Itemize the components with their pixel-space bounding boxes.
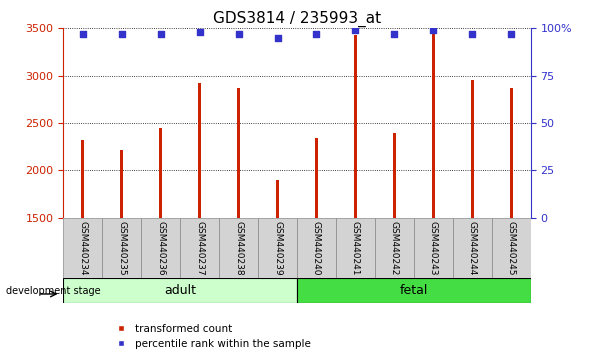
Legend: transformed count, percentile rank within the sample: transformed count, percentile rank withi… — [111, 324, 311, 349]
Point — [467, 31, 477, 37]
Bar — [198, 83, 201, 218]
Text: GSM440242: GSM440242 — [390, 221, 399, 275]
Bar — [471, 80, 474, 218]
Bar — [297, 278, 531, 303]
Text: adult: adult — [164, 284, 196, 297]
Text: GSM440234: GSM440234 — [78, 221, 87, 275]
Bar — [81, 140, 84, 218]
Title: GDS3814 / 235993_at: GDS3814 / 235993_at — [213, 11, 381, 27]
Bar — [315, 138, 318, 218]
Bar — [219, 218, 258, 278]
Bar — [297, 218, 336, 278]
Point — [117, 31, 127, 37]
Point — [507, 31, 516, 37]
Point — [312, 31, 321, 37]
Bar — [375, 218, 414, 278]
Bar — [354, 35, 357, 218]
Point — [156, 31, 165, 37]
Text: GSM440241: GSM440241 — [351, 221, 360, 275]
Bar — [336, 218, 375, 278]
Bar — [63, 218, 103, 278]
Text: GSM440243: GSM440243 — [429, 221, 438, 275]
Bar — [453, 218, 491, 278]
Bar — [63, 278, 297, 303]
Point — [429, 27, 438, 33]
Bar — [491, 218, 531, 278]
Text: GSM440240: GSM440240 — [312, 221, 321, 275]
Point — [78, 31, 87, 37]
Text: GSM440244: GSM440244 — [468, 221, 477, 275]
Point — [350, 27, 360, 33]
Bar — [258, 218, 297, 278]
Bar — [276, 180, 279, 218]
Point — [195, 29, 204, 35]
Point — [273, 35, 282, 41]
Text: GSM440235: GSM440235 — [117, 221, 126, 275]
Bar — [414, 218, 453, 278]
Bar — [103, 218, 141, 278]
Bar — [510, 88, 513, 218]
Bar — [393, 133, 396, 218]
Bar — [159, 128, 162, 218]
Bar — [141, 218, 180, 278]
Bar — [237, 88, 240, 218]
Text: GSM440245: GSM440245 — [507, 221, 516, 275]
Bar — [432, 34, 435, 218]
Text: GSM440239: GSM440239 — [273, 221, 282, 275]
Text: development stage: development stage — [6, 286, 101, 296]
Point — [390, 31, 399, 37]
Text: GSM440236: GSM440236 — [156, 221, 165, 275]
Text: GSM440238: GSM440238 — [234, 221, 243, 275]
Bar — [120, 150, 123, 218]
Bar — [180, 218, 219, 278]
Point — [234, 31, 244, 37]
Text: GSM440237: GSM440237 — [195, 221, 204, 275]
Text: fetal: fetal — [400, 284, 428, 297]
